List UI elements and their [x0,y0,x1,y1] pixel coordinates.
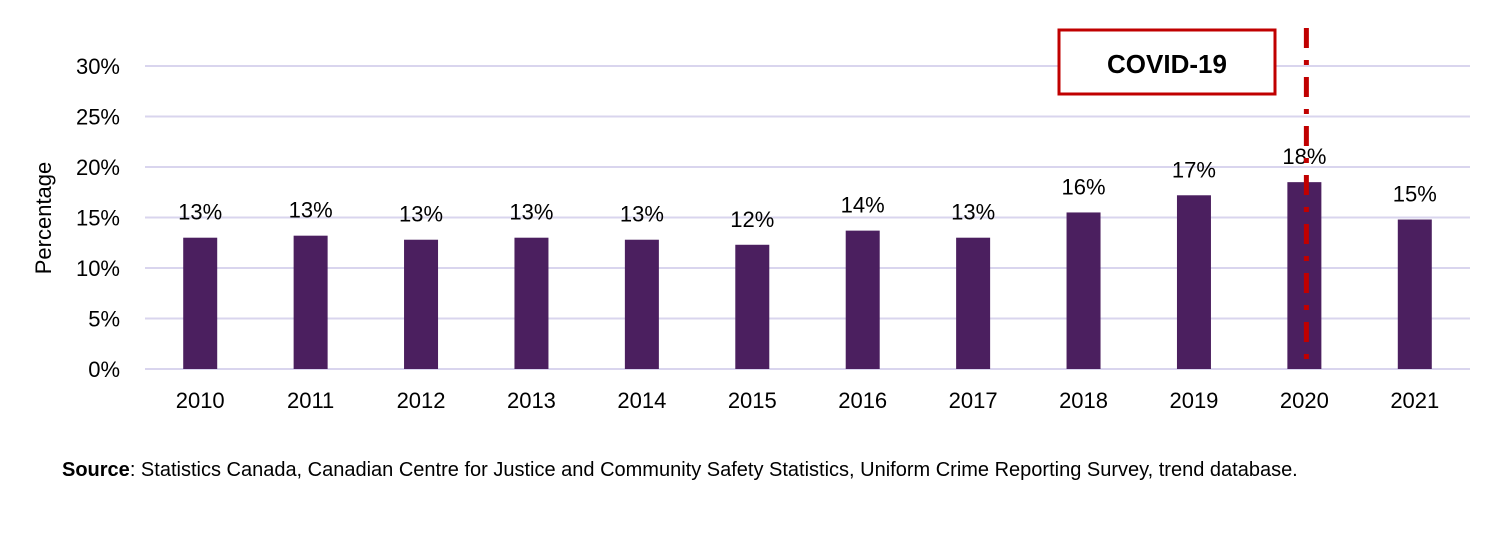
y-tick-label: 20% [76,155,120,180]
x-tick-label: 2015 [728,388,777,413]
x-tick-label: 2012 [397,388,446,413]
bar-2017 [956,237,991,369]
data-label-2021: 15% [1393,182,1437,207]
x-tick-label: 2019 [1169,388,1218,413]
x-tick-label: 2014 [617,388,666,413]
bar-2019 [1176,195,1211,369]
data-label-2020: 18% [1282,144,1326,169]
x-tick-label: 2011 [287,388,334,413]
data-label-2016: 14% [841,193,885,218]
data-label-2014: 13% [620,202,664,227]
bar-chart: 0% 5% 10% 15% 20% 25% 30% 13% 13% 13% 13% 13% 12% 14… [31,28,1470,413]
y-tick-label: 30% [76,54,120,79]
x-tick-label: 2013 [507,388,556,413]
data-label-2011: 13% [289,198,333,223]
data-label-2013: 13% [509,200,553,225]
bar-2014 [624,239,659,369]
y-tick-label: 15% [76,206,120,231]
y-tick-label: 10% [76,256,120,281]
bar-2016 [845,230,880,369]
y-tick-label: 5% [88,307,120,332]
x-tick-label: 2020 [1280,388,1329,413]
x-tick-label: 2018 [1059,388,1108,413]
covid-annotation-box [1057,28,1277,96]
bar-2021 [1397,219,1432,369]
x-tick-label: 2021 [1390,388,1439,413]
bar-2013 [514,237,549,369]
data-label-2017: 13% [951,200,995,225]
x-tick-label: 2016 [838,388,887,413]
bar-2012 [404,239,439,369]
data-label-2019: 17% [1172,157,1216,182]
bar-2018 [1066,212,1101,369]
x-tick-label: 2010 [176,388,225,413]
y-tick-label: 0% [88,357,120,382]
y-tick-label: 25% [76,105,120,130]
covid-annotation-text: COVID-19 [1107,49,1227,79]
data-label-2018: 16% [1062,174,1106,199]
data-label-2012: 13% [399,202,443,227]
bar-2011 [293,235,328,369]
x-tick-label: 2017 [949,388,998,413]
data-label-2015: 12% [730,207,774,232]
source-text: : Statistics Canada, Canadian Centre for… [129,459,1298,481]
bar-2010 [183,237,218,369]
y-axis-label: Percentage [31,162,56,275]
source-label: Source [62,459,130,481]
bar-2015 [735,244,770,369]
source-note: Source: Statistics Canada, Canadian Cent… [62,456,1362,485]
data-label-2010: 13% [178,200,222,225]
